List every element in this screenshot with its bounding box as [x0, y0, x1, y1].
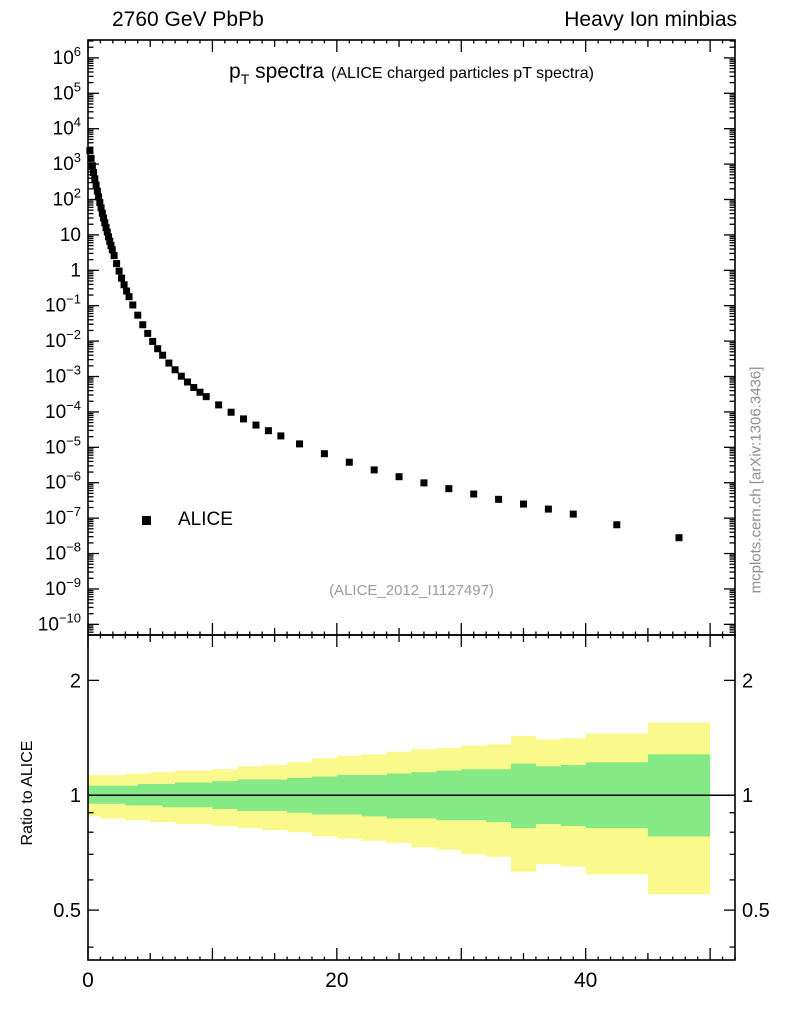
plot-title-rest: spectra [249, 60, 324, 83]
legend-square-marker [142, 515, 151, 525]
svg-text:1: 1 [70, 785, 81, 807]
svg-text:10−9: 10−9 [45, 575, 81, 600]
mcplots-watermark: mcplots.cern.ch [arXiv:1306.3436] [747, 366, 765, 594]
ratio-axis-title: Ratio to ALICE [19, 740, 36, 846]
plot-title-p: p [229, 60, 241, 83]
svg-text:0.5: 0.5 [742, 900, 770, 922]
svg-text:10−10: 10−10 [38, 610, 81, 635]
svg-text:10−6: 10−6 [45, 469, 81, 494]
ratio-uncertainty-bands [88, 722, 711, 895]
plot-title: pT spectra (ALICE charged particles pT sp… [88, 60, 735, 87]
svg-text:10−7: 10−7 [45, 504, 81, 529]
svg-text:10−3: 10−3 [45, 363, 81, 388]
svg-text:0.5: 0.5 [53, 900, 81, 922]
analysis-id-annotation: (ALICE_2012_I1127497) [329, 582, 494, 599]
svg-text:106: 106 [53, 44, 81, 69]
plot-title-subscript: T [240, 71, 250, 87]
svg-text:10: 10 [60, 225, 81, 246]
legend: ALICE [142, 509, 233, 531]
spectrum-data-points [86, 147, 683, 542]
svg-text:103: 103 [53, 150, 81, 175]
svg-text:10−5: 10−5 [45, 433, 81, 458]
header-process-label: Heavy Ion minbias [564, 8, 737, 31]
svg-text:10−1: 10−1 [45, 292, 81, 317]
plot-title-paren: (ALICE charged particles pT spectra) [331, 65, 594, 82]
svg-text:1: 1 [70, 260, 81, 281]
main-y-tick-labels: 10−10 10−9 10−8 10−7 10−6 10−5 10−4 10−3 10−2 10−… [38, 44, 81, 635]
svg-text:104: 104 [53, 115, 81, 140]
svg-text:105: 105 [53, 79, 81, 104]
svg-text:10−4: 10−4 [45, 398, 81, 423]
svg-text:1: 1 [742, 785, 753, 807]
pad-frames [87, 39, 736, 961]
svg-text:0: 0 [82, 969, 94, 992]
svg-text:10−8: 10−8 [45, 540, 81, 565]
svg-text:40: 40 [574, 969, 597, 992]
svg-text:2: 2 [742, 670, 753, 692]
svg-text:2: 2 [70, 670, 81, 692]
svg-text:102: 102 [53, 185, 81, 210]
legend-label: ALICE [178, 509, 233, 530]
svg-text:20: 20 [325, 969, 348, 992]
ratio-y-tick-labels: 0.5 0.5 1 1 2 2 [53, 670, 770, 922]
header-beam-label: 2760 GeV PbPb [112, 8, 264, 31]
svg-text:10−2: 10−2 [45, 327, 81, 352]
x-tick-labels: 0 20 40 [82, 969, 597, 992]
